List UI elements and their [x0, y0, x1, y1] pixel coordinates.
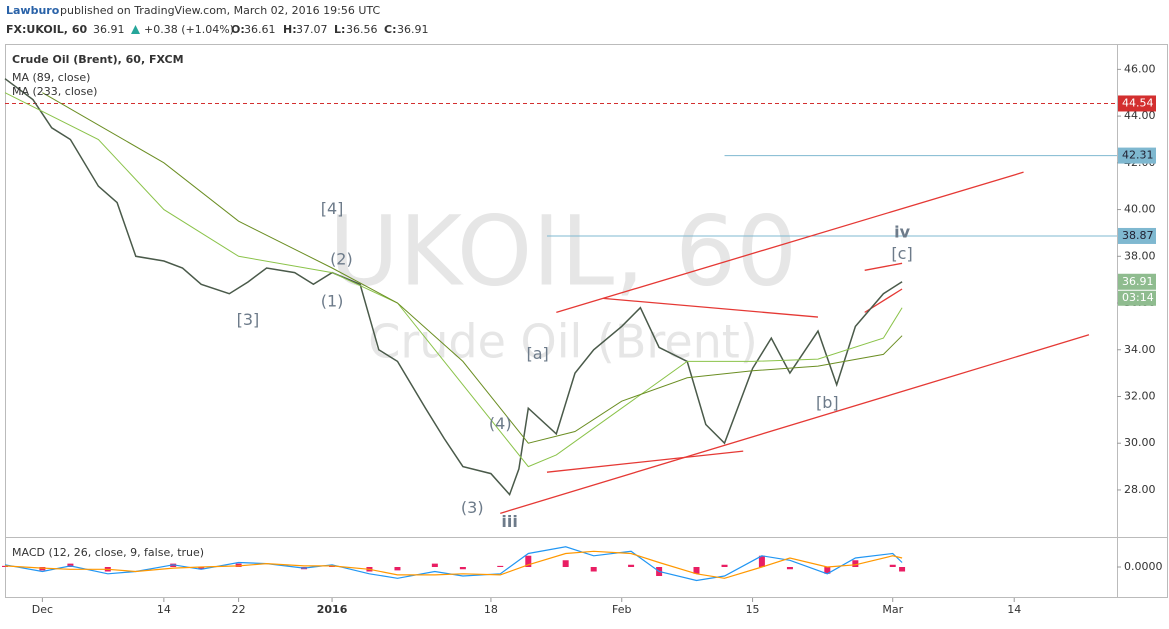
y-tick-label: 28.00: [1124, 483, 1156, 496]
countdown-tag: [1118, 290, 1156, 306]
histogram-bar: [899, 567, 906, 572]
ma-line: [4, 92, 903, 468]
histogram-bar: [431, 563, 438, 567]
histogram-bar: [590, 567, 597, 572]
ma-line: [42, 92, 903, 444]
l-label: L:: [334, 23, 345, 36]
trend-line: [546, 450, 744, 473]
wave-label: [3]: [237, 310, 260, 329]
histogram-bar: [889, 564, 896, 567]
histogram-bar: [628, 564, 635, 567]
publisher[interactable]: Lawburo: [6, 4, 60, 17]
wave-label: [4]: [321, 199, 344, 218]
h-label: H:: [283, 23, 297, 36]
level-tag: [1118, 227, 1156, 244]
legend-entry: MA (233, close): [12, 85, 97, 98]
histogram-bar: [786, 567, 793, 570]
histogram-bar: [459, 567, 466, 570]
level-label: 38.87: [1122, 229, 1154, 242]
high: 37.07: [296, 23, 328, 36]
change: +0.38 (+1.04%): [144, 23, 234, 36]
histogram-bar: [824, 567, 831, 574]
watermark: UKOIL, 60: [329, 195, 798, 307]
last: 36.91: [93, 23, 125, 36]
x-tick-label: 2016: [317, 603, 348, 616]
close: 36.91: [397, 23, 429, 36]
trend-line: [556, 171, 1024, 313]
x-tick-label: Feb: [612, 603, 631, 616]
histogram-bar: [693, 567, 700, 574]
c-label: C:: [384, 23, 396, 36]
macd-line: [4, 546, 903, 582]
frame: [5, 44, 1168, 598]
histogram-bar: [497, 565, 504, 567]
histogram-bar: [758, 555, 765, 567]
signal-line: [4, 550, 903, 579]
last-price-tag: [1118, 273, 1156, 290]
wave-label: iv: [894, 222, 910, 241]
wave-label: (3): [461, 498, 484, 517]
wave-label: [a]: [526, 344, 548, 363]
price-line: [4, 78, 903, 497]
last-price-label: 36.91: [1122, 275, 1154, 288]
trend-line: [864, 262, 903, 271]
level-tag: [1118, 147, 1156, 164]
y-tick-label: 38.00: [1124, 249, 1156, 262]
o-label: O:: [231, 23, 245, 36]
wave-label: (1): [321, 291, 344, 310]
macd-title: MACD (12, 26, close, 9, false, true): [12, 546, 204, 559]
trend-line: [602, 297, 819, 318]
y-tick-label: 30.00: [1124, 436, 1156, 449]
watermark-sub: Crude Oil (Brent): [368, 315, 758, 369]
wave-label: [b]: [816, 393, 839, 412]
histogram-bar: [394, 567, 401, 571]
histogram-bar: [562, 560, 569, 567]
level-label: 42.31: [1122, 149, 1154, 162]
symbol: FX:UKOIL, 60: [6, 23, 87, 36]
legend-entry: MA (89, close): [12, 71, 90, 84]
countdown: 03:14: [1122, 291, 1154, 304]
wave-label: [c]: [891, 244, 912, 263]
wave-label: (4): [489, 414, 512, 433]
open: 36.61: [244, 23, 276, 36]
chart-title: Crude Oil (Brent), 60, FXCM: [12, 53, 184, 66]
y-tick-label: 34.00: [1124, 343, 1156, 356]
x-tick-label: 14: [1007, 603, 1021, 616]
x-tick-label: 14: [157, 603, 171, 616]
level-tag: [1118, 95, 1156, 112]
wave-label: (2): [330, 249, 353, 268]
up-icon: [131, 25, 140, 34]
low: 36.56: [346, 23, 378, 36]
wave-label: iii: [501, 512, 517, 531]
histogram-bar: [852, 560, 859, 567]
histogram-bar: [525, 555, 532, 567]
x-tick-label: Dec: [32, 603, 53, 616]
x-tick-label: 15: [746, 603, 760, 616]
published: published on TradingView.com, March 02, …: [60, 4, 380, 17]
histogram-bar: [721, 564, 728, 567]
y-tick-label: 46.00: [1124, 62, 1156, 75]
y-tick-label: 40.00: [1124, 203, 1156, 216]
y-tick-label: 0.0000: [1124, 560, 1163, 573]
trend-line: [500, 334, 1090, 514]
x-tick-label: 22: [232, 603, 246, 616]
level-label: 44.54: [1122, 96, 1154, 109]
y-tick-label: 44.00: [1124, 109, 1156, 122]
x-tick-label: 18: [484, 603, 498, 616]
x-tick-label: Mar: [882, 603, 903, 616]
histogram-bar: [198, 567, 205, 570]
y-tick-label: 32.00: [1124, 389, 1156, 402]
